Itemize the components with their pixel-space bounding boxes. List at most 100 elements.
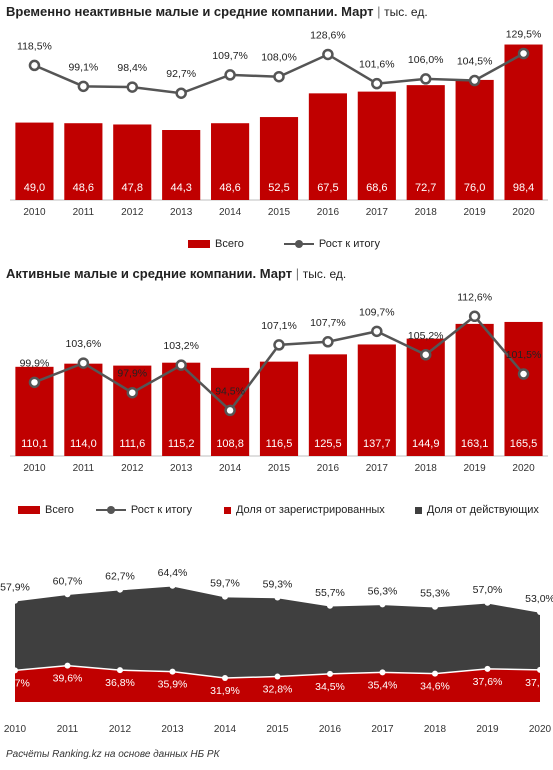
active-share-point [222,593,228,600]
x-tick-label: 2015 [266,724,289,735]
x-tick-label: 2016 [317,463,340,474]
growth-point [468,74,481,87]
registered-share-label: 36,8% [105,677,135,689]
area-registered-share [15,665,540,702]
bar-value-label: 52,5 [268,182,289,194]
bar-value-label: 47,8 [122,182,143,194]
active-share-point [64,591,71,598]
active-share-point [537,609,543,615]
registered-share-point [222,675,228,681]
chart2-unit: тыс. ед. [302,267,347,281]
legend-line-label: Рост к итогу [318,238,380,250]
bar [357,91,396,200]
active-share-label: 55,7% [315,587,345,599]
x-tick-label: 2012 [109,724,132,735]
x-tick-label: 2017 [366,207,389,218]
growth-label: 108,0% [261,52,297,64]
growth-point [273,70,285,83]
growth-point [322,336,334,348]
active-share-label: 55,3% [420,588,450,600]
x-tick-label: 2019 [476,724,499,735]
active-share-label: 60,7% [53,575,83,587]
registered-share-label: 35,9% [158,679,188,691]
growth-label: 103,6% [66,338,102,350]
legend-reg-label: Доля от зарегистрированных [235,504,385,516]
registered-share-point [169,668,176,675]
growth-point [126,386,139,399]
growth-point [126,81,139,93]
bar [504,321,543,456]
x-tick-label: 2019 [464,207,487,218]
active-share-point [12,597,18,604]
growth-point [468,310,481,323]
legend-bars-label: Всего [215,238,244,250]
active-share-point [274,594,281,601]
registered-share-point [274,673,281,680]
registered-share-point [537,666,543,673]
registered-share-point [117,667,123,674]
active-share-point [327,602,333,609]
growth-label: 99,9% [20,357,50,369]
x-tick-label: 2016 [317,207,340,218]
registered-share-point [484,665,491,672]
x-tick-label: 2019 [464,463,487,474]
bar-value-label: 49,0 [24,182,45,194]
growth-label: 107,7% [310,317,346,329]
growth-label: 105,2% [408,330,444,342]
bar [308,354,347,456]
active-share-label: 59,7% [210,578,240,590]
chart1-unit: тыс. ед. [384,5,428,19]
bar [113,124,152,200]
x-tick-label: 2014 [219,463,242,474]
legend2-line-swatch [95,506,126,514]
legend-reg-swatch [223,506,231,514]
growth-point [273,339,285,351]
growth-point [224,404,236,417]
growth-label: 109,7% [212,50,248,62]
growth-label: 129,5% [506,29,542,41]
chart1-title: Временно неактивные малые и средние комп… [6,4,428,19]
growth-label: 106,0% [408,54,444,66]
x-tick-label: 2015 [268,463,291,474]
x-tick-label: 2012 [121,463,144,474]
x-tick-label: 2017 [366,463,389,474]
chart2-legend: Всего Рост к итогу Доля от зарегистриров… [18,504,539,516]
growth-point [371,325,383,338]
x-tick-label: 2014 [214,724,237,735]
bar-value-label: 116,5 [266,438,293,450]
x-tick-label: 2018 [415,207,438,218]
x-tick-label: 2010 [4,724,27,735]
chart2-plot: 110,1 2010 114,0 2011 111,6 2012 115,2 2013 108,… [10,291,548,474]
bar-value-label: 115,2 [168,438,195,450]
x-tick-label: 2016 [319,724,342,735]
growth-label: 103,2% [163,340,199,352]
growth-label: 109,7% [359,306,395,318]
bar [259,117,299,200]
active-share-point [484,599,491,606]
registered-share-point [432,670,438,677]
growth-label: 94,5% [215,385,245,397]
growth-label: 112,6% [457,291,492,303]
registered-share-label: 37,0% [525,677,553,689]
growth-label: 99,1% [68,61,98,73]
x-tick-label: 2015 [268,207,291,218]
growth-label: 92,7% [166,68,196,80]
registered-share-label: 31,9% [210,685,240,697]
legend-line-swatch [283,240,314,248]
growth-label: 97,9% [117,368,147,380]
bar-value-label: 98,4 [513,182,534,194]
growth-point [517,47,530,60]
bar [64,123,103,200]
x-tick-label: 2011 [73,463,95,474]
growth-point [77,80,90,93]
growth-label: 101,6% [359,59,395,71]
active-share-point [169,582,176,589]
chart1-plot: 49,0 2010 48,6 2011 47,8 2012 44,3 2013 48,6 2014… [10,29,548,218]
chart2-title: Активные малые и средние компании. Март … [6,266,347,281]
chart3-plot: 57,9% 60,7% 62,7% 64,4% 59,7% 59,3% 55,7% 56,3%… [0,567,553,735]
active-share-point [379,601,386,608]
legend-act-label: Доля от действующих [426,504,539,516]
bar [455,323,494,456]
registered-share-label: 39,6% [53,673,83,685]
active-share-label: 64,4% [158,567,188,579]
